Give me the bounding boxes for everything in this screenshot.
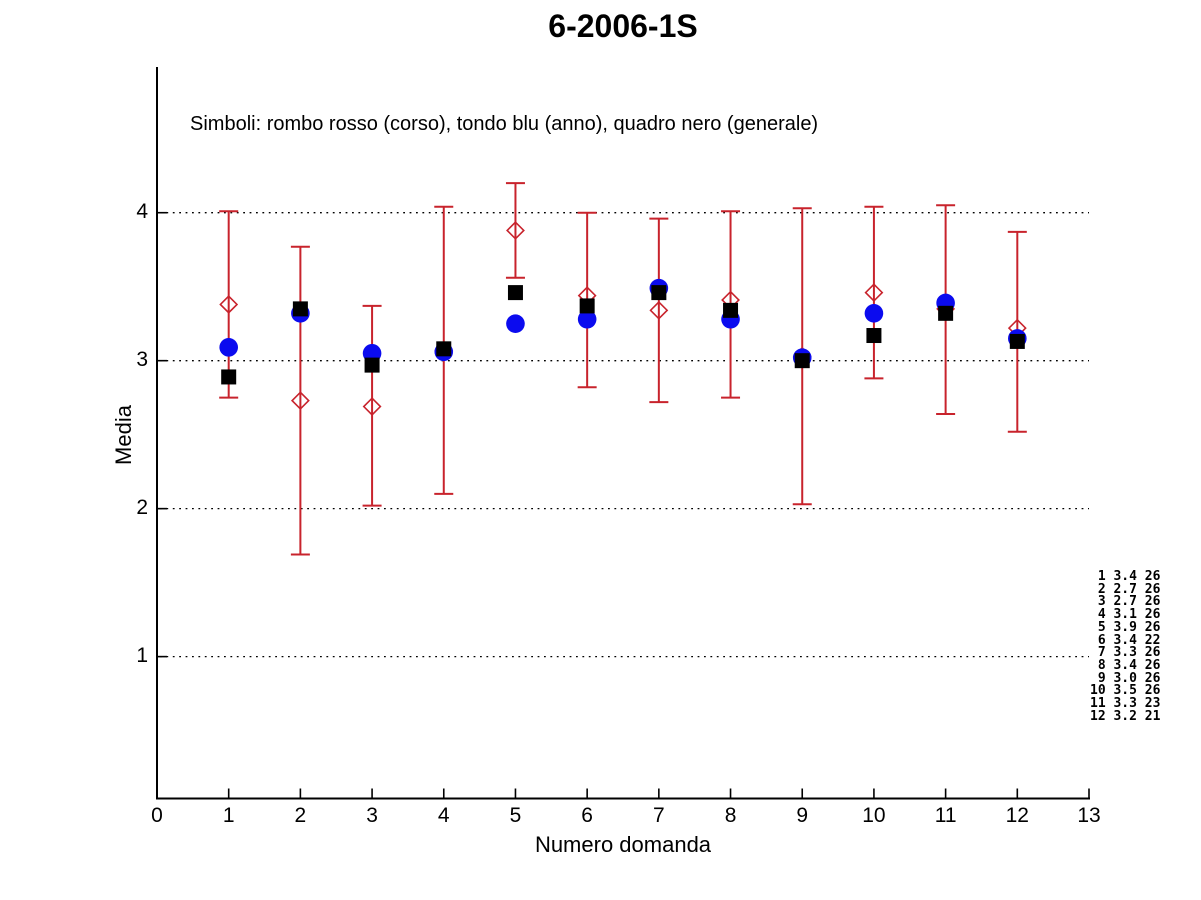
diamond-marker-corso-q1 (219, 295, 239, 314)
square-marker-generale-q2 (292, 301, 308, 317)
x-tick-label-1: 1 (222, 804, 235, 827)
diamond-marker-corso-q2 (290, 391, 310, 411)
x-tick-label-8: 8 (724, 804, 737, 827)
circle-marker-anno-q1 (219, 338, 238, 357)
square-marker-generale-q8 (723, 302, 739, 318)
square-marker-generale-q11 (938, 305, 954, 321)
y-tick-label-1: 1 (136, 643, 148, 667)
x-tick-label-2: 2 (294, 804, 307, 827)
y-tick-label-4: 4 (136, 199, 148, 223)
x-tick-label-4: 4 (437, 804, 450, 827)
square-marker-generale-q1 (221, 369, 237, 385)
chart-title: 6-2006-1S (548, 8, 698, 44)
square-marker-generale-q9 (794, 353, 810, 369)
x-tick-label-0: 0 (151, 804, 163, 827)
diamond-marker-corso-q3 (362, 397, 382, 416)
diamond-marker-corso-q10 (864, 283, 884, 303)
square-marker-generale-q5 (507, 285, 523, 301)
x-tick-label-6: 6 (581, 804, 593, 827)
legend-annotation: Simboli: rombo rosso (corso), tondo blu … (190, 113, 819, 135)
x-tick-label-12: 12 (1005, 804, 1029, 827)
square-marker-generale-q7 (651, 285, 667, 301)
y-axis-label: Media (111, 405, 136, 465)
stats-table: 1 3.4 26 2 2.7 26 3 2.7 26 4 3.1 26 5 3.… (1090, 569, 1161, 724)
y-tick-label-3: 3 (136, 347, 148, 371)
square-marker-generale-q4 (436, 341, 452, 357)
circle-marker-anno-q6 (577, 309, 597, 329)
x-tick-label-11: 11 (934, 804, 957, 827)
x-tick-label-7: 7 (653, 804, 665, 827)
circle-marker-anno-q10 (864, 304, 884, 323)
square-marker-generale-q10 (866, 328, 882, 344)
x-tick-label-13: 13 (1077, 804, 1101, 827)
x-tick-label-10: 10 (862, 804, 886, 827)
square-marker-generale-q12 (1009, 333, 1025, 349)
x-tick-label-5: 5 (509, 804, 522, 827)
y-tick-label-2: 2 (136, 495, 148, 519)
square-marker-generale-q6 (579, 298, 595, 314)
x-tick-label-3: 3 (366, 804, 378, 827)
circle-marker-anno-q5 (506, 314, 525, 333)
x-tick-label-9: 9 (796, 804, 809, 827)
square-marker-generale-q3 (364, 357, 380, 373)
diamond-marker-corso-q5 (506, 221, 525, 240)
diamond-marker-corso-q7 (649, 300, 669, 320)
x-axis-label: Numero domanda (534, 832, 712, 857)
